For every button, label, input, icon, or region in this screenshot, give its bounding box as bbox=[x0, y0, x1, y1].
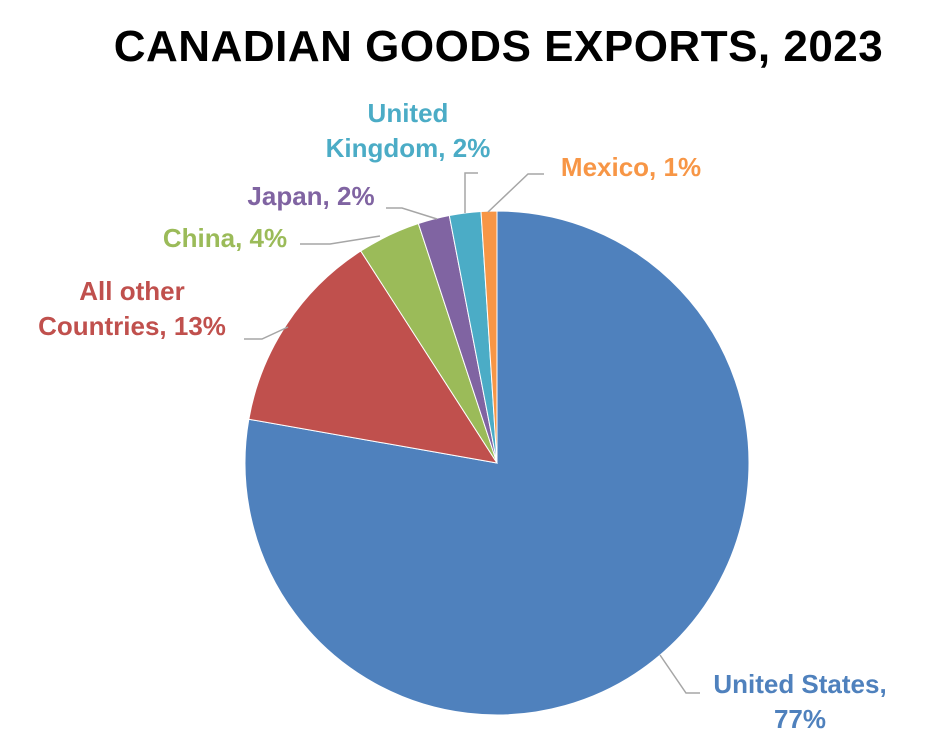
slice-label-5-line-0: Mexico, 1% bbox=[561, 152, 701, 182]
slice-label-3-line-0: Japan, 2% bbox=[247, 181, 374, 211]
leader-line-1 bbox=[244, 326, 289, 340]
slice-label-1: All other Countries, 13% bbox=[38, 276, 226, 341]
leader-line-0 bbox=[659, 654, 700, 694]
slice-label-4: United Kingdom, 2% bbox=[326, 98, 491, 163]
slice-label-3: Japan, 2% bbox=[247, 181, 374, 211]
slice-label-2-line-0: China, 4% bbox=[163, 223, 287, 253]
slice-label-2: China, 4% bbox=[163, 223, 287, 253]
slice-label-1-line-0: All other bbox=[79, 276, 184, 306]
slice-label-0-line-0: United States, bbox=[713, 669, 886, 699]
leader-line-3 bbox=[386, 207, 438, 220]
slice-label-0-line-1: 77% bbox=[774, 704, 826, 734]
slice-label-1-line-1: Countries, 13% bbox=[38, 311, 226, 341]
slice-label-0: United States, 77% bbox=[713, 669, 886, 734]
slice-label-4-line-1: Kingdom, 2% bbox=[326, 133, 491, 163]
leader-line-4 bbox=[464, 172, 478, 213]
leader-line-5 bbox=[487, 173, 544, 213]
slice-label-4-line-0: United bbox=[368, 98, 449, 128]
slice-label-5: Mexico, 1% bbox=[561, 152, 701, 182]
leader-line-2 bbox=[300, 235, 381, 245]
pie-slice-1 bbox=[248, 250, 499, 464]
chart-title: CANADIAN GOODS EXPORTS, 2023 bbox=[113, 22, 884, 71]
